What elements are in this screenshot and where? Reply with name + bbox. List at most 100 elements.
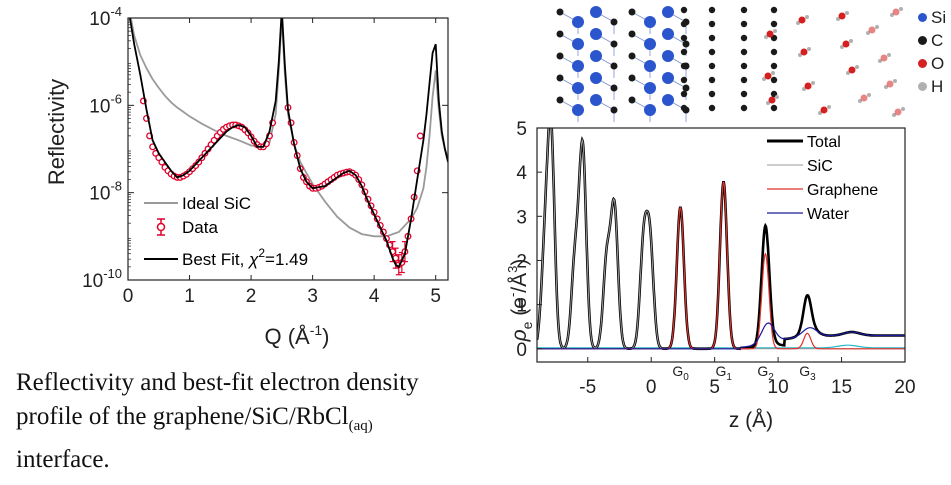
atom: [682, 84, 690, 92]
atom-legend-label: C: [931, 30, 944, 50]
atom: [590, 72, 602, 84]
y-tick-label: 10-8: [89, 179, 122, 205]
density-x-label: z (Å): [729, 409, 773, 432]
figure-caption: Reflectivity and best-fit electron densi…: [16, 366, 506, 477]
atom: [708, 48, 716, 56]
y-tick-label: 3: [516, 207, 527, 228]
atom: [680, 6, 688, 14]
reflectivity-axes-frame: [127, 17, 449, 281]
atom: [680, 20, 688, 28]
atom-legend: Si C O H: [918, 6, 951, 98]
graphene-density-curve: [537, 181, 905, 350]
water-molecule: [840, 39, 853, 49]
x-tick-label: -5: [579, 377, 596, 398]
atom: [556, 8, 564, 16]
atom: [770, 76, 778, 84]
atom: [708, 20, 716, 28]
atom-legend-dot: [918, 36, 927, 45]
atom: [740, 76, 748, 84]
water-molecule: [764, 29, 777, 39]
caption-line-1: Reflectivity and best-fit electron densi…: [16, 369, 419, 396]
atom: [680, 48, 688, 56]
atom: [708, 76, 716, 84]
reflectivity-chart: 0 1 2 3 4 5 10-4 10-6 10-8 10-10 Reflectivity Q (…: [44, 4, 449, 349]
atom: [770, 104, 778, 112]
atom: [644, 82, 656, 94]
atom: [572, 104, 584, 116]
reflectivity-series-group: [129, 18, 448, 276]
water-molecule: [890, 7, 903, 17]
legend-water-label: Water: [807, 206, 850, 223]
atom: [628, 52, 636, 60]
layer-label: G1: [716, 363, 733, 383]
water-molecule: [836, 11, 849, 21]
atom: [740, 34, 748, 42]
reflectivity-x-label: Q (Å-1): [264, 322, 329, 349]
atom: [680, 76, 688, 84]
y-tick-label: 1: [516, 296, 527, 317]
atom: [610, 40, 618, 48]
atom-legend-dot: [918, 59, 927, 68]
water-molecule: [846, 65, 859, 75]
atom: [556, 74, 564, 82]
atom: [628, 30, 636, 38]
cyan-density-curve: [537, 344, 905, 349]
atom: [680, 34, 688, 42]
layer-label: G0: [672, 363, 689, 383]
atom: [590, 94, 602, 106]
atom: [572, 82, 584, 94]
atom: [644, 16, 656, 28]
water-molecule: [884, 79, 897, 89]
density-axes-frame: [536, 127, 906, 363]
density-series-group: [537, 128, 905, 351]
atom: [590, 6, 602, 18]
water-molecule: [798, 47, 811, 57]
atom: [610, 84, 618, 92]
reflectivity-tick-labels: 0 1 2 3 4 5 10-4 10-6 10-8 10-10: [82, 4, 441, 307]
y-tick-label: 10-10: [82, 266, 122, 292]
x-tick-label: 0: [123, 286, 134, 307]
atom-legend-item: H: [918, 75, 951, 98]
atom: [662, 50, 674, 62]
atom: [628, 96, 636, 104]
atom: [740, 6, 748, 14]
atom: [610, 62, 618, 70]
atom: [590, 50, 602, 62]
x-tick-label: 3: [307, 286, 318, 307]
atom-legend-label: H: [931, 76, 944, 96]
best-fit-curve: [129, 18, 448, 269]
legend-total-label: Total: [807, 134, 841, 151]
atom-legend-item: O: [918, 52, 951, 75]
water-molecule: [762, 71, 775, 81]
legend-data-label: Data: [182, 218, 218, 237]
atom: [770, 20, 778, 28]
x-tick-label: 5: [709, 377, 720, 398]
atom: [556, 52, 564, 60]
water-molecule: [766, 95, 779, 105]
atom: [708, 6, 716, 14]
atom: [680, 90, 688, 98]
atom: [708, 62, 716, 70]
legend-graphene-label: Graphene: [807, 182, 878, 199]
atom: [708, 104, 716, 112]
y-tick-label: 4: [516, 163, 527, 184]
x-tick-label: 1: [184, 286, 195, 307]
atom: [628, 8, 636, 16]
atom: [770, 48, 778, 56]
atom: [708, 34, 716, 42]
x-tick-label: 2: [246, 286, 257, 307]
caption-line-2: profile of the graphene/SiC/RbCl(aq): [16, 403, 373, 434]
atom: [662, 94, 674, 106]
reflectivity-legend: Ideal SiC Data Best Fit, χ2=1.49: [144, 194, 308, 269]
x-tick-label: 10: [768, 377, 789, 398]
atom-layers: [556, 6, 905, 122]
atom: [680, 62, 688, 70]
electron-density-chart: -5 0 5 10 15 20 0 1 2 3 4 5 G0 G1 G2 G3 ρe (e-/Å3) z (…: [505, 119, 916, 432]
atom: [610, 106, 618, 114]
water-molecule: [818, 105, 831, 115]
x-tick-label: 15: [831, 377, 852, 398]
y-tick-label: 2: [516, 251, 527, 272]
atom-legend-dot: [918, 13, 927, 22]
atom-legend-label: Si: [931, 7, 947, 27]
density-tick-labels: -5 0 5 10 15 20 0 1 2 3 4 5: [516, 119, 915, 398]
